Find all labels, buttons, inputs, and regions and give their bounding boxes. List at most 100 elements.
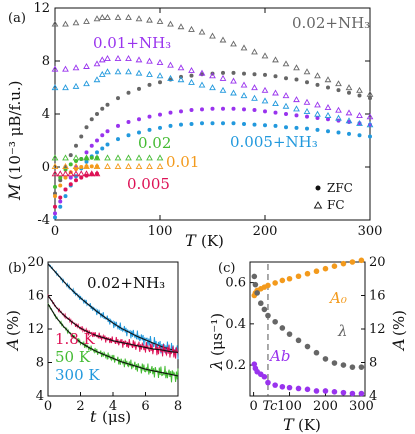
point-a xyxy=(279,277,286,284)
fc-point-0-02-nh xyxy=(104,13,111,20)
zfc-point-0-005-nh xyxy=(326,129,330,134)
fc-point-0-01-nh xyxy=(198,69,206,76)
zfc-point-0-01-nh xyxy=(273,110,278,115)
panel-c-ylabel-left: λ xyxy=(207,360,226,371)
fc-point-0-02-nh xyxy=(146,16,153,23)
panel-b-xtick-label: 6 xyxy=(141,399,149,414)
panel-a-ylabel: M xyxy=(5,183,24,201)
legend-zfc-label: ZFC xyxy=(327,181,353,195)
zfc-point-0-02-nh xyxy=(357,93,362,98)
zfc-point-0-01-nh xyxy=(179,109,183,114)
panel-a-xtick-label: 0 xyxy=(51,224,59,239)
zfc-point-0-005 xyxy=(95,171,99,176)
zfc-point-0-005-nh xyxy=(273,123,278,128)
panel-c-xunit: (K) xyxy=(298,416,321,434)
panel-c-ytick-right-label: 4 xyxy=(369,389,377,404)
panel-b-xlabel: t xyxy=(90,407,97,426)
point-a xyxy=(295,273,302,280)
fc-point-0-01-nh xyxy=(314,101,321,108)
panel-c-xtick-label: 0 xyxy=(249,399,257,414)
annotation-0-005-nh3: 0.005+NH₃ xyxy=(230,133,318,151)
zfc-point-0-01-nh xyxy=(147,114,152,119)
panel-b-ytick-label: 12 xyxy=(27,322,44,337)
zfc-point-0-005 xyxy=(84,173,89,178)
fc-point-0-005-nh xyxy=(335,114,342,121)
fc-point-0-02 xyxy=(156,154,164,161)
point-ab xyxy=(251,361,258,367)
fc-point-0-02-nh xyxy=(324,76,332,83)
zfc-point-0-01-nh xyxy=(137,117,141,122)
zfc-point-0-01-nh xyxy=(315,115,320,120)
panel-a-ytick-label: 8 xyxy=(42,54,50,69)
zfc-point-0-02-nh xyxy=(305,80,309,85)
panel-c-xtick-label: 100 xyxy=(277,399,302,414)
zfc-point-0-02 xyxy=(74,159,78,164)
zfc-point-0-01-nh xyxy=(100,133,105,138)
zfc-point-0-005-nh xyxy=(84,159,89,164)
fc-point-0-005-nh xyxy=(83,80,90,87)
fc-point-0-02-nh xyxy=(356,86,363,93)
panel-c-ytick-right-label: 12 xyxy=(369,322,386,337)
panel-b-ytick-label: 16 xyxy=(27,289,44,304)
annotation-b-sample: 0.02+NH₃ xyxy=(87,274,165,292)
point-ab xyxy=(279,383,286,390)
fc-point-0-01 xyxy=(135,163,143,169)
zfc-point-0-01-nh xyxy=(58,199,63,204)
annotation-50k: 50 K xyxy=(55,348,91,366)
panel-b-ylabel-group: A (%) xyxy=(3,310,22,352)
fc-point-0-005-nh xyxy=(240,92,248,99)
panel-b-ytick-label: 20 xyxy=(27,255,44,270)
fc-point-0-005-nh xyxy=(114,68,122,75)
point- xyxy=(295,337,302,344)
point- xyxy=(331,360,338,366)
point-ab xyxy=(295,385,302,392)
fc-point-0-01-nh xyxy=(177,64,185,71)
legend: ZFC FC xyxy=(313,181,353,212)
annotation-ab: Ab xyxy=(268,347,290,365)
zfc-point-0-02-nh xyxy=(273,74,278,79)
fc-point-0-02-nh xyxy=(272,56,279,63)
zfc-point-0-005-nh xyxy=(263,123,267,128)
zfc-point-0-005-nh xyxy=(336,130,341,135)
zfc-point-0-02-nh xyxy=(158,80,162,85)
panel-c-xtick-label: 200 xyxy=(313,399,338,414)
fc-point-0-01 xyxy=(125,163,132,169)
fc-point-0-005-nh xyxy=(125,68,132,75)
zfc-point-0-005-nh xyxy=(294,125,299,130)
fc-point-0-02-nh xyxy=(93,15,101,22)
fc-point-0-02-nh xyxy=(125,13,132,20)
fc-point-0-01 xyxy=(146,163,153,169)
panel-c-frame xyxy=(249,261,366,397)
fc-point-0-005 xyxy=(56,170,64,177)
zfc-point-0-01 xyxy=(53,194,57,199)
panel-c-ylabel-right: A xyxy=(389,338,408,352)
zfc-point-0-005-nh xyxy=(158,125,162,130)
zfc-point-0-01-nh xyxy=(242,107,246,112)
zfc-point-0-005-nh xyxy=(53,215,57,220)
fit-line-1-8-k xyxy=(47,295,179,353)
fc-point-0-01-nh xyxy=(324,104,332,111)
fc-point-0-005-nh xyxy=(230,89,237,96)
point- xyxy=(322,356,329,362)
fc-point-0-01-nh xyxy=(293,96,300,103)
fc-point-0-005-nh xyxy=(156,72,164,79)
fc-point-0-02-nh xyxy=(135,15,143,22)
point-a xyxy=(331,263,338,269)
fc-point-0-01-nh xyxy=(345,109,353,116)
point- xyxy=(251,273,258,280)
zfc-point-0-01-nh xyxy=(126,119,131,124)
zfc-point-0-01-nh xyxy=(252,108,257,113)
point- xyxy=(265,312,271,319)
point-a xyxy=(304,270,311,277)
fc-point-0-005-nh xyxy=(209,84,216,91)
point-a xyxy=(313,268,320,275)
fc-point-0-01-nh xyxy=(366,113,374,120)
zfc-point-0-02-nh xyxy=(284,76,288,81)
fc-point-0-005-nh xyxy=(104,68,111,75)
zfc-point-0-005 xyxy=(68,182,73,187)
fc-point-0-005-nh xyxy=(293,105,300,112)
point-ab xyxy=(322,388,329,394)
zfc-point-0-02-nh xyxy=(84,125,89,130)
